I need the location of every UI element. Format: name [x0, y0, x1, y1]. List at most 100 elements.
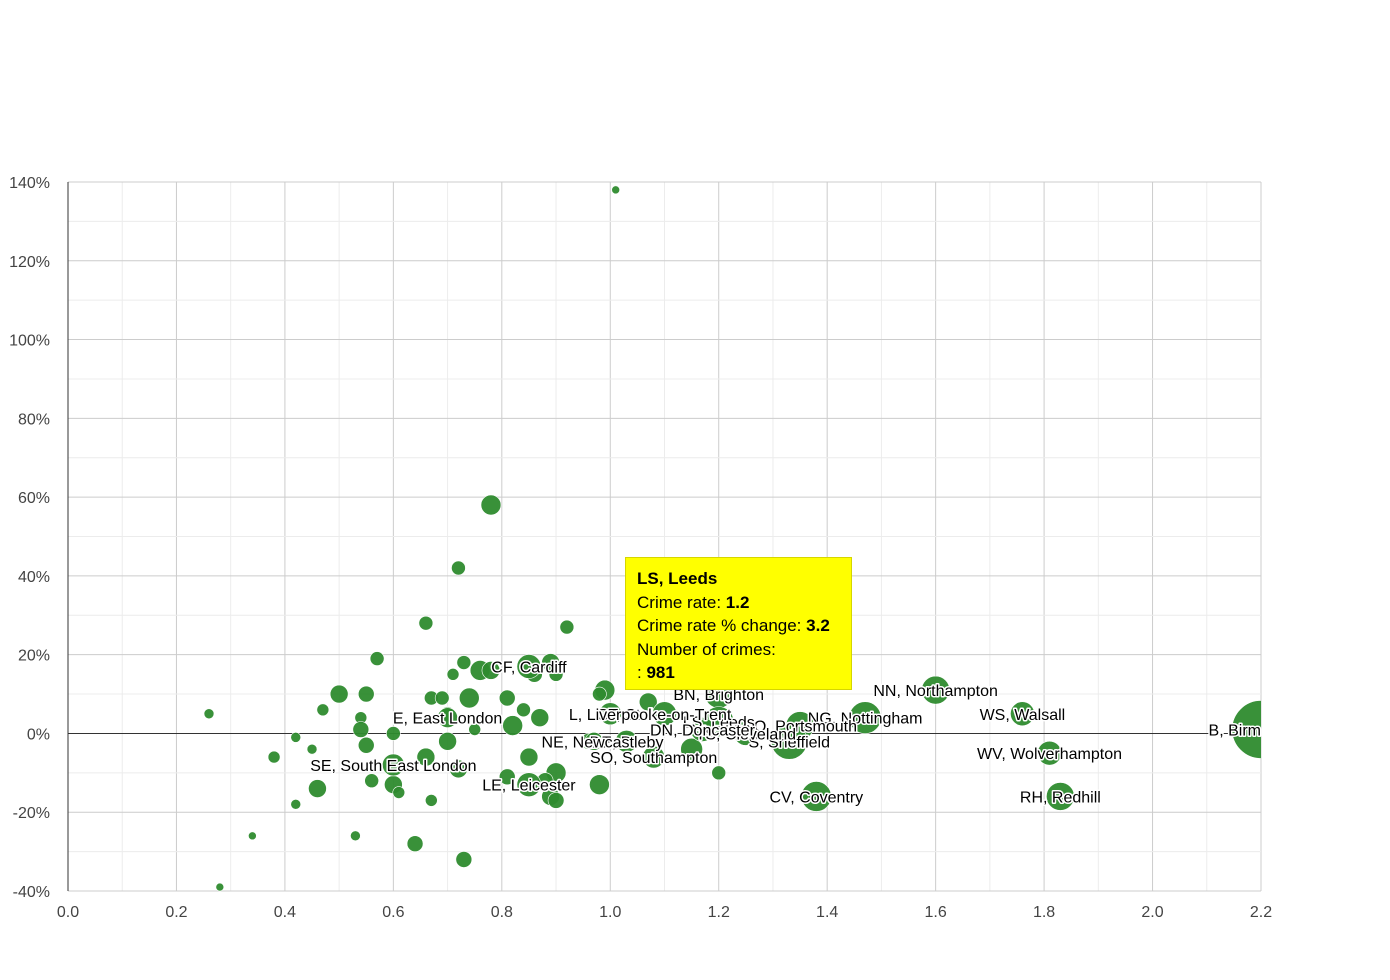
grid — [67, 181, 1262, 892]
bubble — [530, 708, 550, 727]
bubble-labeled — [615, 730, 638, 753]
x-tick-label: 1.6 — [925, 904, 947, 921]
bubble — [711, 765, 727, 781]
tooltip-count-prefix: : — [637, 663, 647, 682]
bubble — [451, 560, 466, 576]
tooltip: LS, Leeds Crime rate: 1.2 Crime rate % c… — [625, 557, 852, 690]
bubble-label: NG, Nottingham — [808, 711, 923, 728]
bubble — [449, 759, 468, 779]
x-tick-label: 1.8 — [1033, 904, 1055, 921]
bubble-label: PO, Portsmouth — [743, 719, 857, 736]
bubble-label: DN, Doncaster — [650, 723, 756, 740]
bubble — [548, 667, 564, 682]
bubble — [468, 723, 482, 736]
bubble-label: CF, Cardiff — [491, 659, 567, 676]
bubble — [203, 708, 215, 720]
bubble — [458, 687, 480, 709]
x-tick-label: 2.2 — [1250, 904, 1272, 921]
bubble-labeled — [598, 702, 622, 726]
bubble-labeled — [1231, 700, 1261, 759]
bubble-label: E, East London — [393, 711, 502, 728]
bubble-label: CV, Coventry — [770, 789, 864, 806]
x-tick-label: 1.4 — [816, 904, 838, 921]
bubble — [267, 750, 281, 764]
bubble — [308, 779, 327, 798]
x-tick-label: 0.4 — [274, 904, 296, 921]
bubble-label: B, Birm — [1209, 723, 1261, 740]
bubble — [215, 882, 225, 892]
bubble — [357, 736, 375, 754]
bubble — [418, 615, 434, 631]
tooltip-rate-value: 1.2 — [725, 592, 750, 612]
bubble — [559, 619, 575, 635]
bubble-labeled — [733, 721, 759, 746]
bubble-labeled — [1010, 701, 1035, 727]
bubble-label: L, Liverpool — [569, 707, 652, 724]
bubble — [352, 721, 370, 738]
bubble — [446, 668, 460, 681]
bubble — [680, 737, 703, 761]
bubble-label: RH, Redhill — [1020, 789, 1101, 806]
bubble — [306, 743, 318, 755]
bubble — [425, 794, 438, 807]
bubble-labeled — [652, 701, 677, 727]
tooltip-rate-label: Crime rate: — [637, 592, 726, 612]
bubble — [406, 835, 424, 853]
bubble — [516, 702, 531, 718]
bubble-labeled — [921, 675, 950, 705]
x-tick-label: 0.2 — [165, 904, 187, 921]
bubble — [455, 851, 473, 868]
x-tick-label: 0.8 — [491, 904, 513, 921]
bubble — [638, 692, 658, 712]
bubble — [248, 831, 257, 841]
x-tick-label: 1.0 — [599, 904, 621, 921]
bubble — [547, 792, 565, 809]
bubble — [350, 830, 361, 842]
bubble-labeled — [848, 701, 882, 734]
bubble-labeled — [1037, 740, 1062, 766]
y-tick-label: 100% — [9, 333, 50, 350]
bubble — [290, 732, 302, 743]
y-tick-label: 120% — [9, 254, 50, 271]
bubble — [502, 715, 523, 736]
bubble-label: LE, Leicester — [482, 778, 576, 795]
tooltip-count-label: Number of crimes: — [637, 639, 776, 659]
bubble — [386, 726, 401, 741]
tooltip-count-value: 981 — [646, 663, 675, 682]
bubble-label: ST, Stoke-on-Trent — [598, 707, 732, 724]
x-tick-label: 0.0 — [57, 904, 79, 921]
bubble — [611, 185, 620, 195]
bubble — [498, 768, 516, 786]
bubble — [438, 732, 457, 751]
y-tick-label: 60% — [18, 490, 50, 507]
bubble — [369, 651, 385, 666]
y-tick-label: -20% — [13, 805, 50, 822]
bubble — [434, 690, 450, 706]
x-tick-label: 2.0 — [1141, 904, 1163, 921]
bubble-label: DE, Derby — [590, 734, 664, 751]
bubble-label: S, Sheffield — [748, 734, 830, 751]
y-tick-label: -40% — [13, 884, 50, 901]
bubble-labeled — [516, 772, 542, 797]
bubble-label: TS, Cleveland — [696, 726, 797, 743]
bubble-label: NN, Northampton — [873, 683, 998, 700]
axes: 0.0 0.2 0.4 0.6 0.8 1.0 1.2 1.4 1.6 1.8 2.0 2.2 140%… — [9, 175, 1272, 921]
bubble-labeled — [584, 732, 604, 751]
bubble — [592, 686, 607, 702]
bubble-labeled — [642, 745, 665, 769]
bubble-labeled — [516, 654, 542, 679]
bubble — [456, 655, 472, 670]
bubble — [480, 494, 502, 516]
bubble — [481, 661, 501, 680]
bubble-labeled — [801, 781, 832, 812]
bubble-labeled — [1046, 782, 1075, 811]
bubble — [392, 786, 406, 799]
bubble — [290, 799, 302, 810]
bubble — [329, 684, 349, 704]
bubble-label: SE, South East London — [310, 758, 476, 775]
x-tick-label: 0.6 — [382, 904, 404, 921]
y-tick-label: 140% — [9, 175, 50, 192]
bubble — [364, 773, 379, 789]
y-tick-label: 80% — [18, 411, 50, 428]
